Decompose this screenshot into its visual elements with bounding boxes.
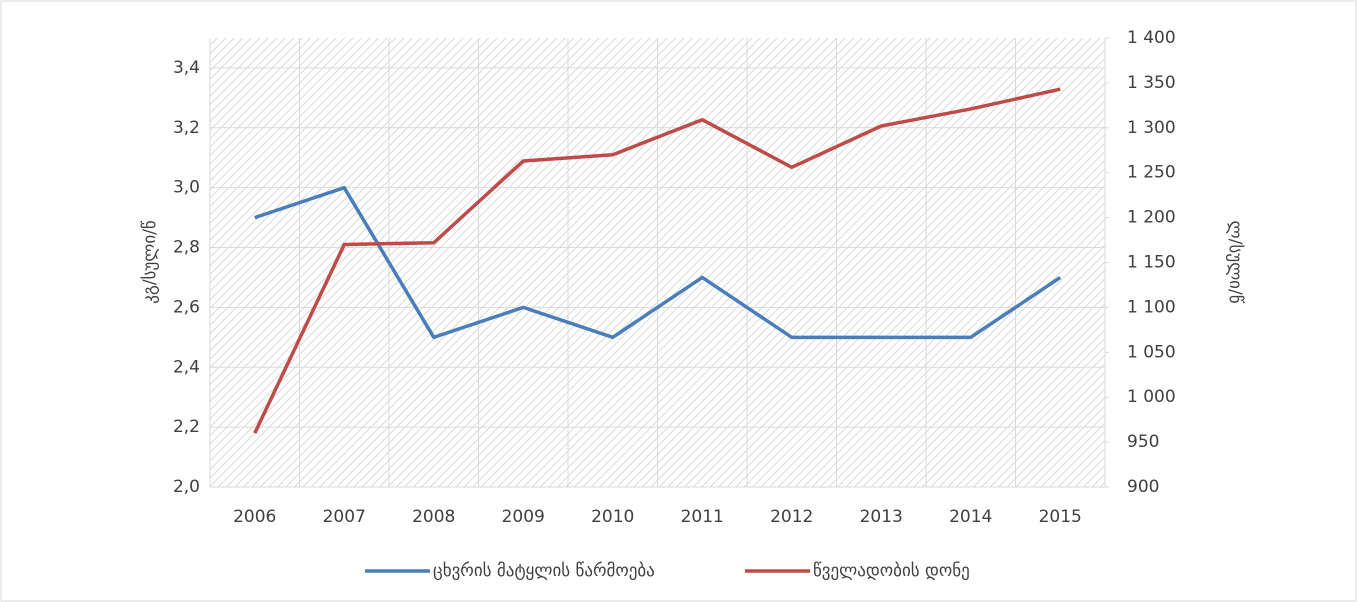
legend-label: ცხვრის მატყლის წარმოება: [433, 561, 655, 581]
y-tick-label: 3,0: [173, 178, 200, 198]
y-tick-label: 2,2: [173, 417, 200, 437]
y-tick-label: 3,2: [173, 118, 200, 138]
y-tick-label: 2,4: [173, 357, 200, 377]
y-axis-label: კგ/სული/წ: [140, 220, 160, 304]
y-tick-label: 2,6: [173, 297, 200, 317]
x-tick-label: 2013: [860, 507, 903, 527]
series-line: [254, 185, 1062, 340]
y2-tick-label: 1 000: [1127, 387, 1176, 407]
y2-tick-label: 1 150: [1127, 253, 1176, 273]
x-tick-label: 2010: [591, 507, 634, 527]
y2-axis-label: ლ/სული/წ: [1225, 220, 1245, 303]
y2-tick-label: 1 400: [1127, 28, 1176, 48]
y-tick-label: 2,0: [173, 477, 200, 497]
y-tick-label: 3,4: [173, 58, 200, 78]
series-line: [253, 87, 1061, 434]
x-tick-label: 2012: [770, 507, 813, 527]
legend-label: წველადობის დონე: [813, 561, 970, 581]
x-tick-label: 2009: [502, 507, 545, 527]
y2-tick-label: 1 100: [1127, 297, 1176, 317]
x-tick-label: 2006: [233, 507, 276, 527]
x-tick-label: 2014: [949, 507, 992, 527]
y2-tick-label: 1 250: [1127, 163, 1176, 183]
x-tick-label: 2011: [681, 507, 724, 527]
y2-tick-label: 1 050: [1127, 342, 1176, 362]
y-tick-label: 2,8: [173, 238, 200, 258]
x-tick-label: 2007: [323, 507, 366, 527]
x-tick-label: 2008: [412, 507, 455, 527]
y2-tick-label: 950: [1127, 432, 1159, 452]
y2-tick-label: 1 200: [1127, 208, 1176, 228]
y2-tick-label: 1 300: [1127, 118, 1176, 138]
y2-tick-label: 1 350: [1127, 73, 1176, 93]
y2-tick-label: 900: [1127, 477, 1159, 497]
x-tick-label: 2015: [1039, 507, 1082, 527]
